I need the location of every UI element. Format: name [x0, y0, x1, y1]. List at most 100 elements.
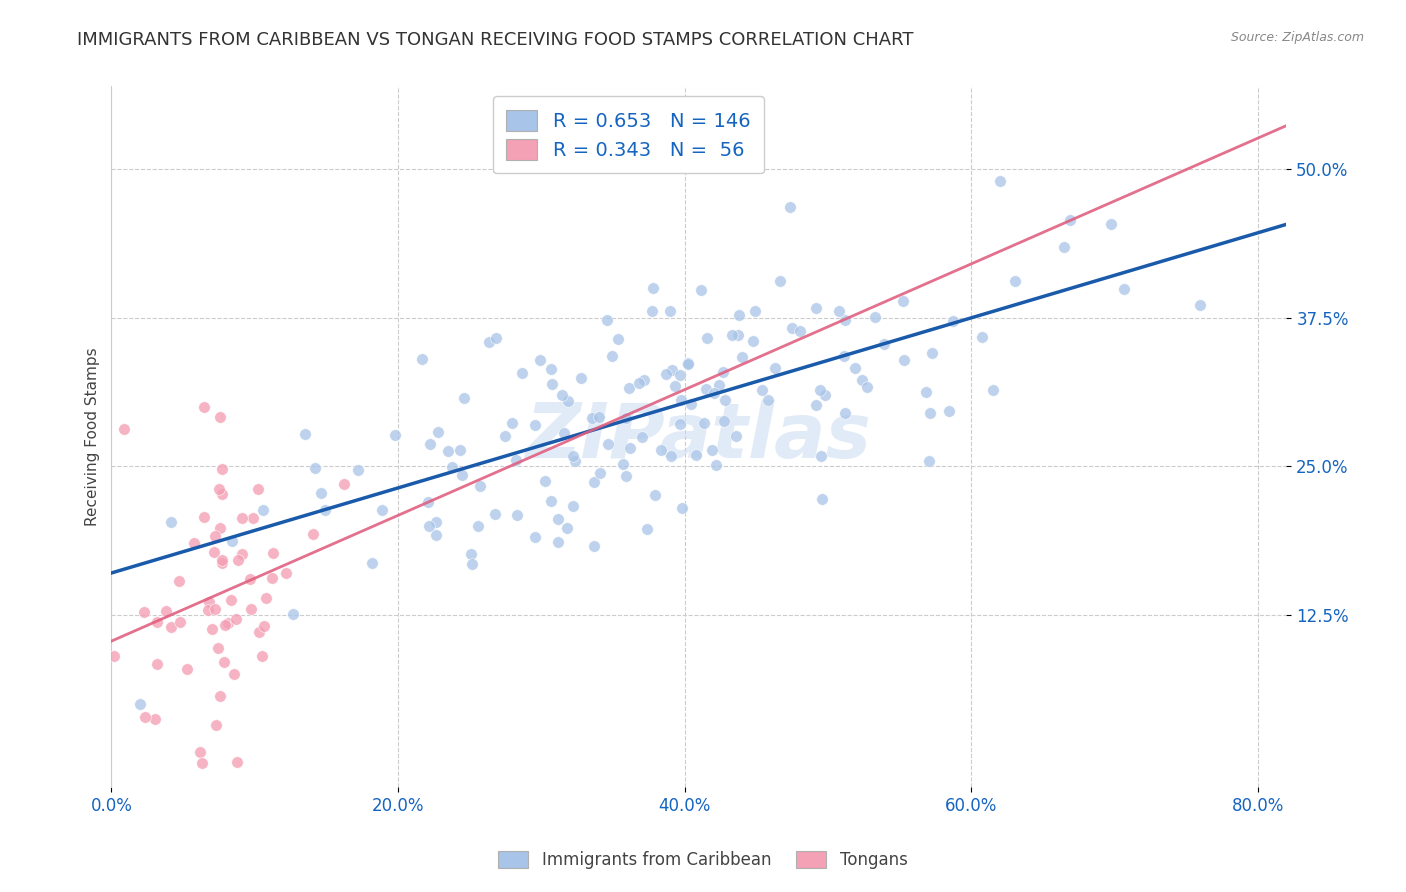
Point	[183, 536, 205, 550]
Point	[221, 593, 243, 607]
Point	[484, 508, 506, 522]
Point	[671, 500, 693, 515]
Point	[217, 615, 239, 630]
Point	[247, 483, 270, 497]
Point	[204, 529, 226, 543]
Point	[695, 382, 717, 396]
Point	[143, 712, 166, 726]
Point	[529, 353, 551, 368]
Point	[617, 381, 640, 395]
Point	[547, 512, 569, 526]
Point	[581, 410, 603, 425]
Point	[806, 301, 828, 315]
Point	[972, 329, 994, 343]
Point	[669, 368, 692, 382]
Point	[211, 462, 233, 476]
Point	[555, 521, 578, 535]
Point	[283, 607, 305, 621]
Point	[693, 417, 716, 431]
Point	[1099, 217, 1122, 231]
Point	[418, 518, 440, 533]
Point	[198, 595, 221, 609]
Point	[231, 547, 253, 561]
Point	[547, 535, 569, 549]
Point	[588, 466, 610, 480]
Point	[460, 547, 482, 561]
Point	[891, 294, 914, 309]
Point	[314, 503, 336, 517]
Point	[636, 522, 658, 536]
Point	[211, 552, 233, 566]
Point	[685, 448, 707, 462]
Point	[252, 649, 274, 664]
Point	[893, 353, 915, 368]
Point	[703, 385, 725, 400]
Point	[569, 371, 592, 385]
Point	[129, 697, 152, 711]
Point	[294, 426, 316, 441]
Legend: Immigrants from Caribbean, Tongans: Immigrants from Caribbean, Tongans	[488, 841, 918, 880]
Point	[211, 557, 233, 571]
Point	[633, 373, 655, 387]
Point	[134, 710, 156, 724]
Point	[644, 488, 666, 502]
Point	[208, 521, 231, 535]
Point	[583, 475, 606, 489]
Point	[247, 624, 270, 639]
Point	[921, 345, 943, 359]
Point	[562, 499, 585, 513]
Point	[709, 377, 731, 392]
Y-axis label: Receiving Food Stamps: Receiving Food Stamps	[86, 347, 100, 526]
Point	[262, 545, 284, 559]
Point	[193, 400, 215, 414]
Point	[418, 494, 440, 508]
Point	[540, 494, 562, 508]
Point	[650, 442, 672, 457]
Point	[411, 351, 433, 366]
Point	[146, 657, 169, 671]
Point	[851, 373, 873, 387]
Point	[276, 566, 298, 581]
Point	[146, 615, 169, 630]
Point	[191, 756, 214, 770]
Point	[588, 410, 610, 425]
Point	[810, 449, 832, 463]
Point	[425, 528, 447, 542]
Point	[134, 605, 156, 619]
Point	[779, 201, 801, 215]
Point	[209, 410, 232, 425]
Point	[301, 526, 323, 541]
Point	[918, 454, 941, 468]
Point	[619, 442, 641, 456]
Point	[828, 303, 851, 318]
Point	[193, 509, 215, 524]
Point	[702, 443, 724, 458]
Point	[478, 334, 501, 349]
Point	[942, 313, 965, 327]
Point	[533, 474, 555, 488]
Point	[727, 328, 749, 343]
Point	[212, 655, 235, 669]
Point	[756, 393, 779, 408]
Point	[641, 281, 664, 295]
Point	[224, 667, 246, 681]
Point	[176, 661, 198, 675]
Point	[160, 620, 183, 634]
Point	[1004, 274, 1026, 288]
Point	[208, 689, 231, 703]
Point	[676, 355, 699, 369]
Point	[661, 363, 683, 377]
Point	[524, 418, 547, 433]
Point	[711, 365, 734, 379]
Point	[453, 392, 475, 406]
Point	[920, 406, 942, 420]
Point	[112, 422, 135, 436]
Point	[461, 558, 484, 572]
Point	[169, 574, 191, 589]
Point	[614, 411, 637, 425]
Point	[253, 619, 276, 633]
Point	[713, 414, 735, 428]
Point	[155, 604, 177, 618]
Point	[557, 393, 579, 408]
Point	[582, 539, 605, 553]
